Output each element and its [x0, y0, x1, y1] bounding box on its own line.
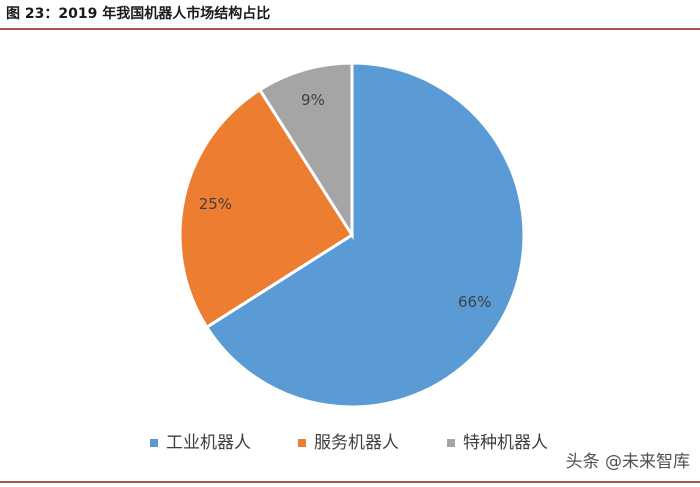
legend-swatch	[150, 439, 158, 447]
legend-label: 特种机器人	[463, 433, 548, 453]
pie-slice	[257, 61, 354, 241]
legend-swatch	[298, 439, 306, 447]
data-label: 66%	[458, 293, 491, 311]
chart-title: 图 23：2019 年我国机器人市场结构占比	[6, 5, 270, 22]
legend-label: 工业机器人	[166, 433, 251, 453]
legend-swatch	[447, 439, 455, 447]
data-label: 9%	[301, 91, 325, 109]
pie-slice	[204, 61, 526, 409]
watermark: 头条 @未来智库	[566, 452, 690, 472]
pie-slice	[178, 87, 355, 330]
data-label: 25%	[199, 195, 232, 213]
legend-label: 服务机器人	[314, 433, 399, 453]
